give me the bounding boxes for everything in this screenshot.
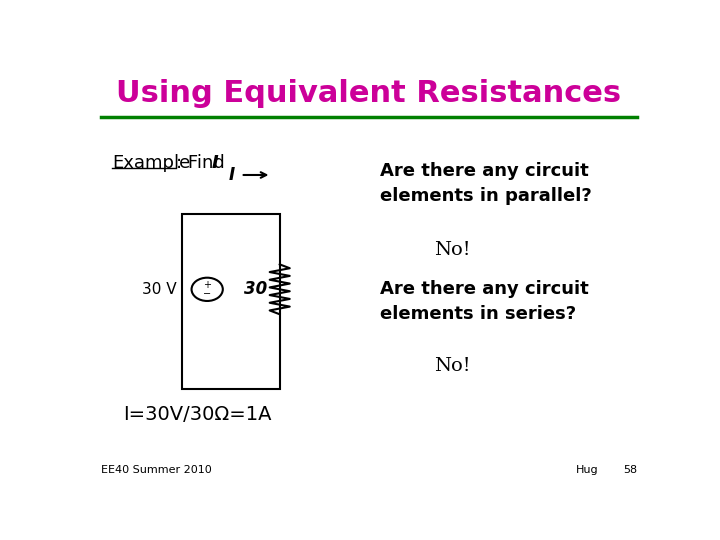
Text: Example: Example [112,153,191,172]
Text: I: I [229,166,235,184]
Circle shape [192,278,222,301]
Text: Are there any circuit
elements in parallel?: Are there any circuit elements in parall… [380,162,592,205]
Text: −: − [203,289,211,299]
Text: No!: No! [434,241,471,259]
Text: I: I [212,153,218,172]
Text: +: + [203,280,211,290]
Text: Are there any circuit
elements in series?: Are there any circuit elements in series… [380,280,589,323]
Text: Using Equivalent Resistances: Using Equivalent Resistances [117,79,621,109]
Text: 58: 58 [623,465,637,475]
Text: I=30V/30Ω=1A: I=30V/30Ω=1A [124,404,272,423]
Text: 30: 30 [244,280,267,298]
Text: EE40 Summer 2010: EE40 Summer 2010 [101,465,212,475]
Text: 30 V: 30 V [142,282,176,297]
Bar [182,214,279,389]
Text: : Find: : Find [176,153,231,172]
Text: No!: No! [434,357,471,375]
Text: Hug: Hug [575,465,598,475]
